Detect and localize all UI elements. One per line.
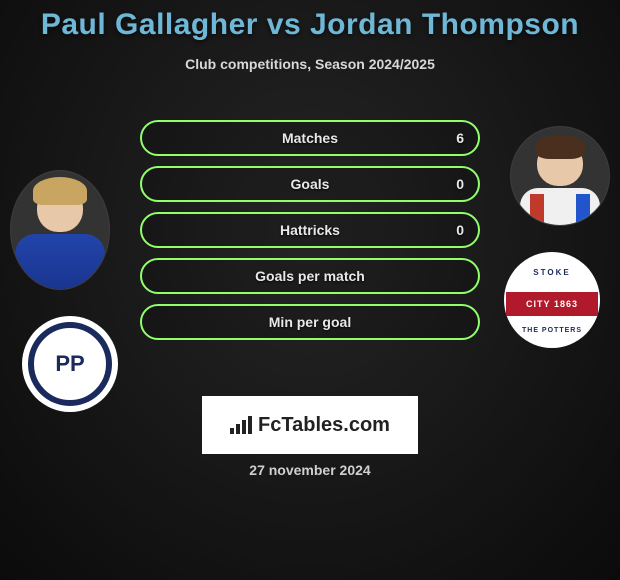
- site-logo: FcTables.com: [202, 396, 418, 454]
- player-right-photo: [510, 126, 610, 226]
- logo-text: FcTables.com: [258, 414, 390, 437]
- pne-crest: PP: [28, 322, 112, 406]
- club-right-badge: STOKE CITY 1863 THE POTTERS: [504, 252, 600, 348]
- stat-row-goals: Goals 0: [140, 166, 480, 202]
- page-title: Paul Gallagher vs Jordan Thompson: [0, 0, 620, 42]
- stat-row-min-per-goal: Min per goal: [140, 304, 480, 340]
- date-label: 27 november 2024: [0, 462, 620, 478]
- stoke-top-text: STOKE: [533, 268, 570, 277]
- stat-label: Goals per match: [255, 268, 365, 284]
- stats-list: Matches 6 Goals 0 Hattricks 0 Goals per …: [140, 120, 480, 350]
- stoke-banner-text: CITY: [526, 299, 551, 309]
- stat-right-value: 0: [456, 176, 464, 192]
- stat-label: Matches: [282, 130, 338, 146]
- player-left-photo: [10, 170, 110, 290]
- pne-initials: PP: [55, 354, 84, 374]
- portrait-placeholder: [511, 127, 609, 225]
- stat-row-hattricks: Hattricks 0: [140, 212, 480, 248]
- stat-row-goals-per-match: Goals per match: [140, 258, 480, 294]
- subtitle: Club competitions, Season 2024/2025: [0, 56, 620, 72]
- stat-label: Hattricks: [280, 222, 340, 238]
- stat-label: Goals: [291, 176, 330, 192]
- stat-label: Min per goal: [269, 314, 351, 330]
- stoke-bottom-text: THE POTTERS: [522, 327, 582, 334]
- bars-icon: [230, 416, 252, 434]
- stoke-year: 1863: [554, 299, 578, 309]
- stat-right-value: 6: [456, 130, 464, 146]
- stoke-banner: CITY 1863: [506, 292, 598, 316]
- comparison-card: Paul Gallagher vs Jordan Thompson Club c…: [0, 0, 620, 580]
- stat-row-matches: Matches 6: [140, 120, 480, 156]
- stat-right-value: 0: [456, 222, 464, 238]
- stoke-crest: STOKE CITY 1863 THE POTTERS: [510, 258, 594, 342]
- portrait-placeholder: [11, 171, 109, 289]
- club-left-badge: PP: [22, 316, 118, 412]
